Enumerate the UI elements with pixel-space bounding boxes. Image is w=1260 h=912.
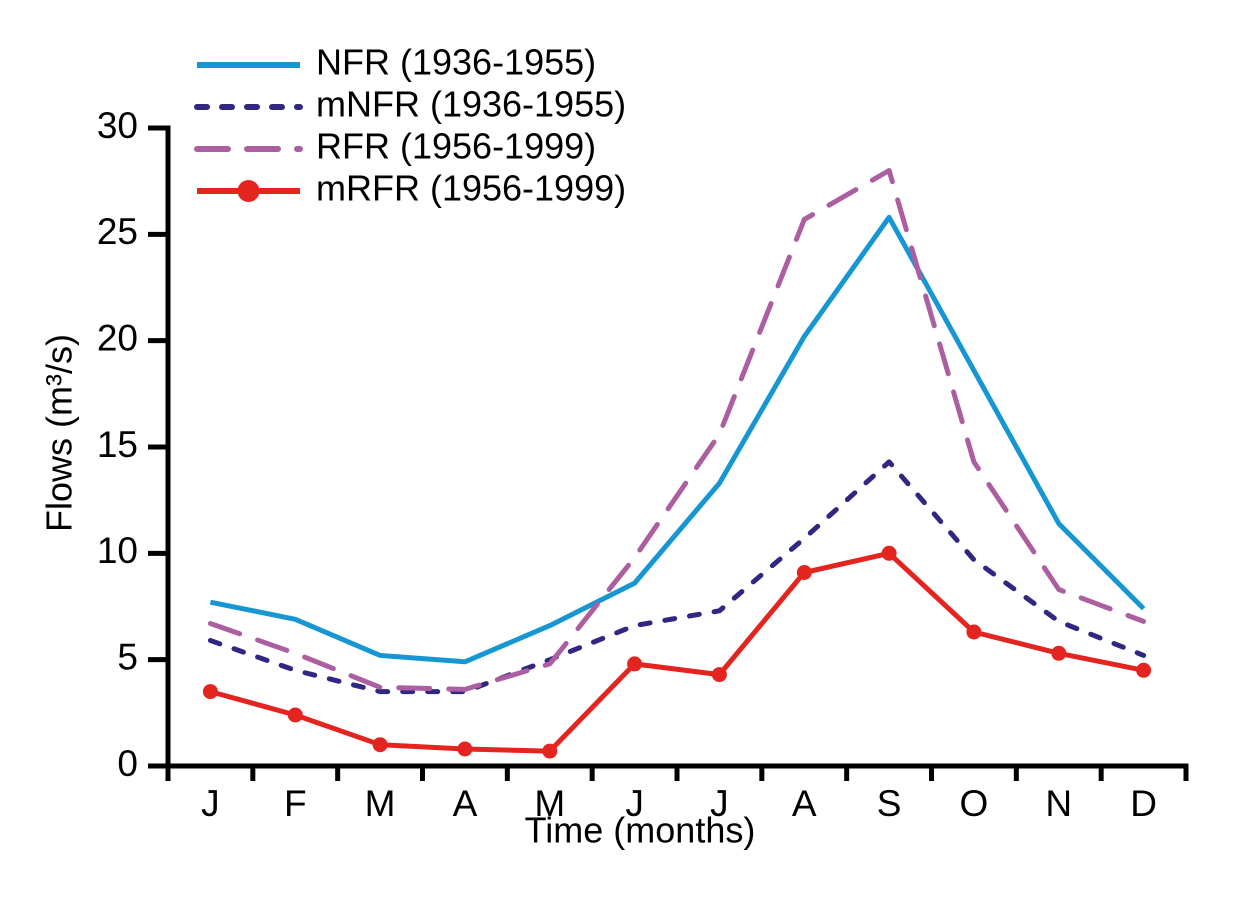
series-mnfr-line (207, 459, 1147, 695)
series-mrfr-marker (711, 667, 727, 683)
legend-marker-mrfr (237, 180, 260, 202)
series-mrfr-marker (627, 656, 643, 672)
x-month-label: A (453, 783, 478, 824)
series-mrfr-marker (1051, 645, 1067, 661)
x-month-label: J (625, 783, 644, 824)
x-axis-title: Time (months) (525, 810, 756, 851)
legend-label-nfr: NFR (1936-1955) (316, 42, 596, 83)
y-tick-label: 0 (117, 743, 138, 784)
series-mrfr-marker (966, 624, 982, 640)
y-tick-label: 10 (97, 530, 138, 571)
y-tick-label: 20 (97, 317, 138, 358)
axes: 0 5 10 15 20 25 30 J F M A M J J A S O N D (97, 105, 1189, 824)
legend: NFR (1936-1955)mNFR (1936-1955)RFR (1956… (194, 42, 626, 209)
series-nfr-line (209, 214, 1146, 665)
series-mrfr-marker (1136, 662, 1152, 678)
legend-label-mnfr: mNFR (1936-1955) (316, 84, 626, 125)
x-month-label: N (1045, 783, 1072, 824)
series-rfr-line (207, 168, 1147, 692)
series-mrfr-line (209, 550, 1145, 754)
series-mrfr-marker (457, 741, 473, 757)
y-tick-label: 25 (97, 211, 138, 252)
x-month-label: A (792, 783, 817, 824)
x-month-label: D (1130, 783, 1157, 824)
y-tick-label: 15 (97, 424, 138, 465)
series-mrfr-marker (542, 743, 558, 759)
x-month-label: M (534, 783, 565, 824)
series-mrfr-marker (881, 545, 897, 561)
x-month-label: J (201, 783, 220, 824)
series-mrfr-marker (796, 565, 812, 580)
x-month-label: S (877, 783, 902, 824)
series-mrfr-marker (202, 684, 218, 700)
y-axis-title: Flows (m³/s) (39, 334, 80, 532)
legend-label-rfr: RFR (1956-1999) (316, 126, 596, 167)
y-tick-label: 30 (97, 105, 138, 146)
series-mrfr-marker (372, 737, 388, 753)
legend-label-mrfr: mRFR (1956-1999) (316, 168, 626, 209)
series-lines (202, 168, 1152, 759)
y-tick-label: 5 (117, 636, 138, 677)
x-month-label: O (960, 783, 989, 824)
x-month-label: J (710, 783, 729, 824)
x-month-label: M (365, 783, 396, 824)
series-mrfr-marker (287, 707, 303, 723)
x-month-label: F (284, 783, 307, 824)
